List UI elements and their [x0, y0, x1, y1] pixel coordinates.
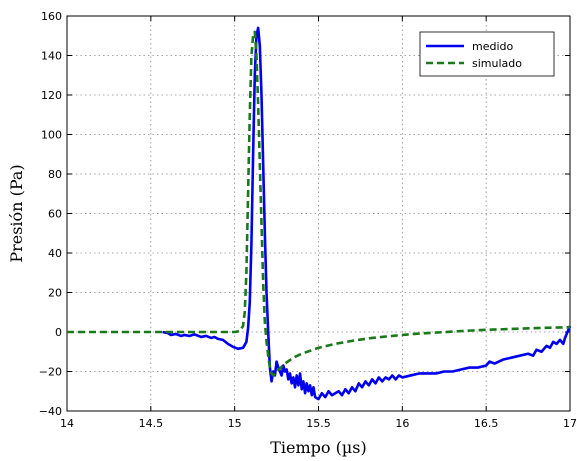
legend: medido simulado — [419, 31, 555, 77]
x-tick-label: 16.5 — [474, 417, 499, 430]
y-tick-label: 120 — [41, 89, 62, 102]
x-tick-label: 14 — [60, 417, 74, 430]
y-tick-label: 80 — [48, 168, 62, 181]
y-tick-label: 140 — [41, 50, 62, 63]
y-tick-label: 20 — [48, 287, 62, 300]
x-tick-label: 14.5 — [139, 417, 164, 430]
legend-label-simulado: simulado — [472, 57, 522, 70]
y-tick-label: 160 — [41, 10, 62, 23]
x-tick-label: 15 — [228, 417, 242, 430]
x-tick-label: 16 — [395, 417, 409, 430]
x-axis-label: Tiempo (µs) — [270, 438, 366, 457]
y-tick-label: −40 — [39, 405, 62, 418]
series-line-simulado — [67, 30, 571, 377]
x-tick-label: 17 — [563, 417, 577, 430]
y-tick-label: 0 — [55, 326, 62, 339]
y-tick-label: −20 — [39, 366, 62, 379]
ticks: 14 14.5 15 15.5 16 16.5 17 −40 −20 0 20 40 60 80 100 12… — [39, 10, 577, 430]
legend-label-medido: medido — [472, 40, 514, 53]
x-tick-label: 15.5 — [306, 417, 331, 430]
legend-box — [419, 31, 555, 77]
y-axis-label: Presión (Pa) — [7, 164, 26, 262]
series-line-medido — [162, 26, 572, 401]
y-tick-label: 100 — [41, 129, 62, 142]
series-lines — [67, 26, 572, 401]
y-tick-label: 40 — [48, 247, 62, 260]
y-tick-label: 60 — [48, 208, 62, 221]
